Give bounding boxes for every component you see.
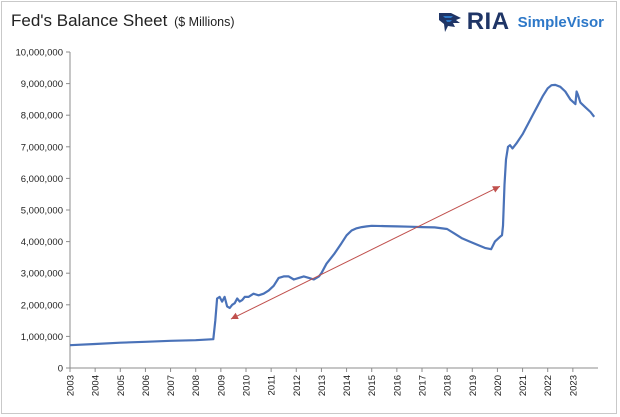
- y-tick-label: 3,000,000: [21, 269, 63, 280]
- y-tick-label: 2,000,000: [21, 300, 63, 311]
- x-tick-label: 2013: [317, 375, 328, 396]
- trend-arrow-head-end: [492, 186, 500, 193]
- x-tick-label: 2022: [543, 375, 554, 396]
- trend-arrow-head-start: [230, 312, 239, 320]
- x-tick-label: 2005: [116, 375, 127, 396]
- x-tick-label: 2017: [418, 375, 429, 396]
- brand-name: RIA: [466, 8, 510, 35]
- x-tick-label: 2023: [568, 375, 579, 396]
- chart-title: Fed's Balance Sheet ($ Millions): [11, 11, 235, 31]
- x-tick-label: 2011: [267, 375, 278, 395]
- annotation-layer: [230, 185, 501, 320]
- x-tick-label: 2010: [242, 375, 253, 396]
- trend-arrow-line: [230, 185, 501, 320]
- balance-sheet-line: [69, 83, 596, 347]
- y-tick-label: 9,000,000: [21, 79, 63, 90]
- x-tick-label: 2014: [342, 375, 353, 396]
- x-tick-label: 2009: [216, 375, 227, 396]
- chart-title-text: Fed's Balance Sheet: [11, 11, 168, 30]
- brand-product: SimpleVisor: [517, 13, 604, 31]
- x-tick-label: 2004: [91, 375, 102, 396]
- chart-axes: [69, 52, 598, 369]
- y-axis-ticks: 0 1,000,000 2,000,000 3,000,000 4,000,000 5,0…: [15, 48, 70, 375]
- eagle-logo-icon: [438, 13, 461, 32]
- x-tick-label: 2012: [292, 375, 303, 396]
- x-tick-label: 2018: [443, 375, 454, 396]
- x-tick-label: 2015: [367, 375, 378, 396]
- y-tick-label: 0: [58, 364, 63, 375]
- y-tick-label: 6,000,000: [21, 174, 63, 185]
- y-tick-label: 7,000,000: [21, 142, 63, 153]
- x-tick-label: 2021: [518, 375, 529, 396]
- x-axis-ticks: 2003 2004 2005 2006 2007 2008 2009 2010 2011 2012…: [66, 368, 579, 396]
- x-tick-label: 2007: [166, 375, 177, 396]
- y-tick-label: 10,000,000: [15, 48, 63, 59]
- x-tick-label: 2016: [392, 375, 403, 396]
- series-layer: [69, 83, 596, 347]
- y-tick-label: 8,000,000: [21, 111, 63, 122]
- x-tick-label: 2006: [141, 375, 152, 396]
- x-tick-label: 2003: [66, 375, 77, 396]
- y-tick-label: 1,000,000: [21, 332, 63, 343]
- x-tick-label: 2008: [191, 375, 202, 396]
- y-tick-label: 4,000,000: [21, 237, 63, 248]
- x-tick-label: 2020: [493, 375, 504, 396]
- y-tick-label: 5,000,000: [21, 206, 63, 217]
- chart-title-units: ($ Millions): [174, 15, 235, 29]
- x-tick-label: 2019: [468, 375, 479, 396]
- brand-logo: RIA SimpleVisor: [437, 8, 604, 36]
